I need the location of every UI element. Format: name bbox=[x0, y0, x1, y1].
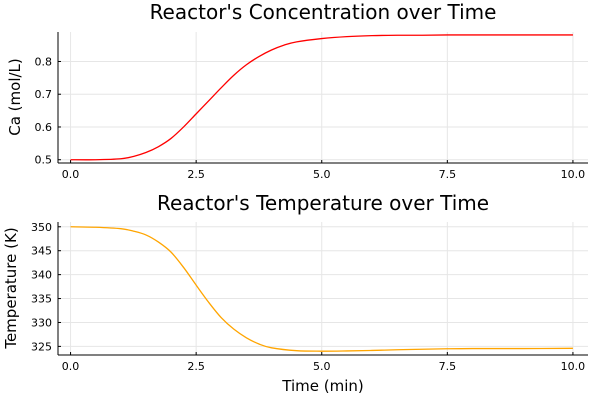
concentration-x-tick-label: 5.0 bbox=[313, 168, 331, 181]
concentration-chart-title: Reactor's Concentration over Time bbox=[150, 0, 497, 24]
concentration-y-ticks: 0.5 0.6 0.7 0.8 bbox=[35, 55, 61, 167]
concentration-series-line bbox=[70, 34, 573, 161]
concentration-grid bbox=[58, 32, 588, 163]
concentration-y-axis-label: Ca (mol/L) bbox=[6, 58, 24, 136]
temperature-y-ticks: 325 330 335 340 345 350 bbox=[31, 221, 61, 353]
temperature-chart: Reactor's Temperature over Time 325 330 33… bbox=[2, 191, 588, 395]
concentration-x-ticks: 0.0 2.5 5.0 7.5 10.0 bbox=[62, 160, 585, 181]
temperature-y-tick-label: 335 bbox=[31, 293, 52, 306]
temperature-x-tick-label: 0.0 bbox=[62, 360, 80, 373]
temperature-series-line bbox=[70, 226, 573, 352]
concentration-y-tick-label: 0.5 bbox=[35, 154, 53, 167]
temperature-y-tick-label: 325 bbox=[31, 340, 52, 353]
concentration-x-tick-label: 10.0 bbox=[561, 168, 586, 181]
concentration-y-tick-label: 0.7 bbox=[35, 88, 53, 101]
concentration-y-tick-label: 0.6 bbox=[35, 121, 53, 134]
temperature-y-tick-label: 345 bbox=[31, 245, 52, 258]
concentration-y-tick-label: 0.8 bbox=[35, 55, 53, 68]
temperature-y-tick-label: 350 bbox=[31, 221, 52, 234]
concentration-x-tick-label: 0.0 bbox=[62, 168, 80, 181]
concentration-x-tick-label: 7.5 bbox=[439, 168, 457, 181]
temperature-y-tick-label: 330 bbox=[31, 316, 52, 329]
temperature-chart-title: Reactor's Temperature over Time bbox=[157, 191, 489, 215]
temperature-grid bbox=[58, 222, 588, 355]
temperature-x-tick-label: 10.0 bbox=[561, 360, 586, 373]
temperature-y-axis-label: Temperature (K) bbox=[2, 227, 20, 349]
temperature-x-axis-label: Time (min) bbox=[281, 377, 363, 395]
concentration-chart: Reactor's Concentration over Time 0.5 0.6… bbox=[6, 0, 588, 181]
temperature-x-ticks: 0.0 2.5 5.0 7.5 10.0 bbox=[62, 352, 585, 373]
temperature-x-tick-label: 7.5 bbox=[439, 360, 457, 373]
temperature-x-tick-label: 2.5 bbox=[187, 360, 205, 373]
concentration-x-tick-label: 2.5 bbox=[187, 168, 205, 181]
temperature-x-tick-label: 5.0 bbox=[313, 360, 331, 373]
temperature-y-tick-label: 340 bbox=[31, 269, 52, 282]
